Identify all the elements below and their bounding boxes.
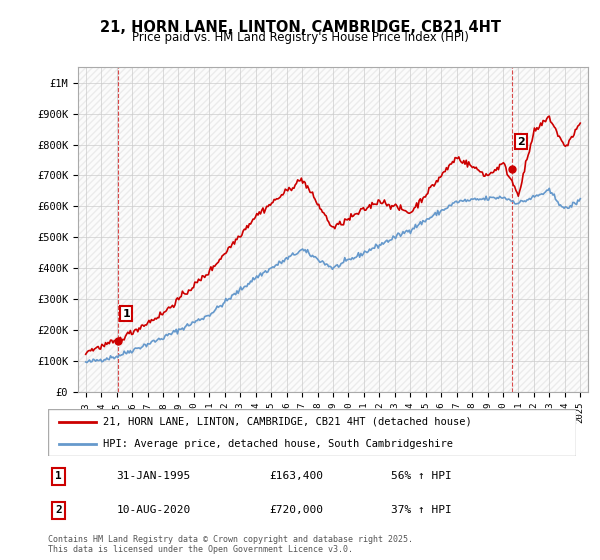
Text: 10-AUG-2020: 10-AUG-2020	[116, 505, 191, 515]
Text: 1: 1	[122, 309, 130, 319]
Text: £720,000: £720,000	[270, 505, 324, 515]
Text: 56% ↑ HPI: 56% ↑ HPI	[391, 471, 452, 481]
Text: 2: 2	[517, 137, 524, 147]
Text: 2: 2	[55, 505, 62, 515]
Text: HPI: Average price, detached house, South Cambridgeshire: HPI: Average price, detached house, Sout…	[103, 438, 454, 449]
Text: 31-JAN-1995: 31-JAN-1995	[116, 471, 191, 481]
Text: 21, HORN LANE, LINTON, CAMBRIDGE, CB21 4HT: 21, HORN LANE, LINTON, CAMBRIDGE, CB21 4…	[100, 20, 500, 35]
Text: Contains HM Land Registry data © Crown copyright and database right 2025.
This d: Contains HM Land Registry data © Crown c…	[48, 535, 413, 554]
FancyBboxPatch shape	[48, 409, 576, 456]
Text: 1: 1	[55, 471, 62, 481]
Text: 21, HORN LANE, LINTON, CAMBRIDGE, CB21 4HT (detached house): 21, HORN LANE, LINTON, CAMBRIDGE, CB21 4…	[103, 417, 472, 427]
Text: Price paid vs. HM Land Registry's House Price Index (HPI): Price paid vs. HM Land Registry's House …	[131, 31, 469, 44]
Text: 37% ↑ HPI: 37% ↑ HPI	[391, 505, 452, 515]
Text: £163,400: £163,400	[270, 471, 324, 481]
